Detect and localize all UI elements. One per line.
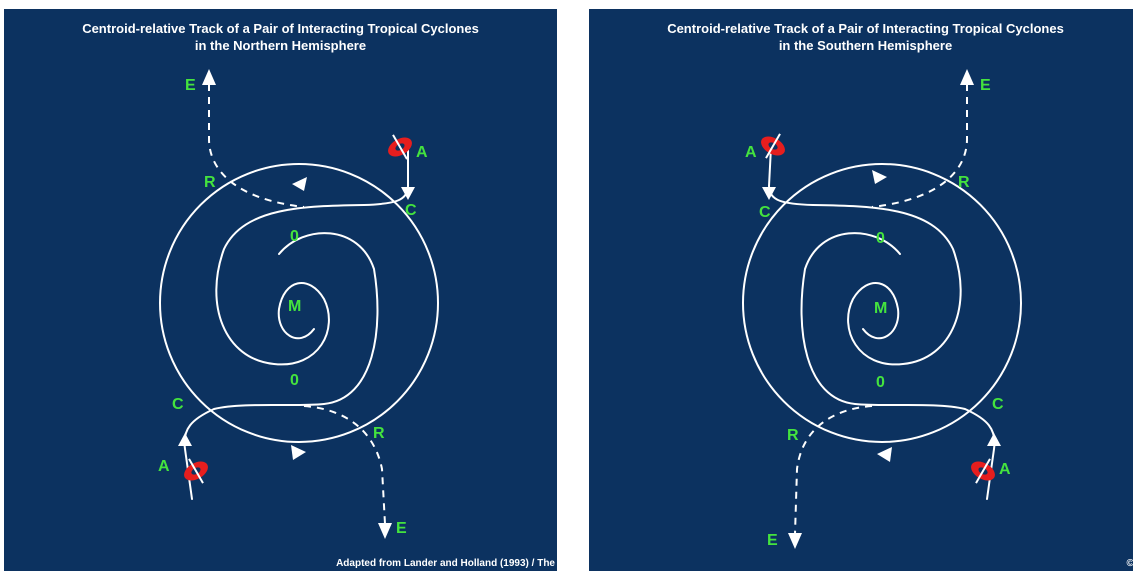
label-e-bottom: E xyxy=(767,532,778,549)
track-lower-cyclone xyxy=(800,232,996,500)
escape-track-bottom xyxy=(794,405,873,535)
label-a-bottom: A xyxy=(999,461,1011,478)
label-e-top: E xyxy=(185,77,196,94)
arrowhead-icon xyxy=(762,187,776,200)
arrowhead-icon xyxy=(401,187,415,200)
label-a-bottom: A xyxy=(158,458,170,475)
source-credit: ©T xyxy=(1126,558,1133,569)
label-zero-top: 0 xyxy=(290,228,299,245)
label-r-top: R xyxy=(958,174,970,191)
outer-orbit xyxy=(159,163,439,443)
cyclone-symbol-icon xyxy=(971,458,995,484)
label-e-top: E xyxy=(980,77,991,94)
track-diagram: E A R C 0 M 0 C R A E xyxy=(742,69,1022,549)
label-a-top: A xyxy=(416,144,428,161)
label-zero-bottom: 0 xyxy=(290,372,299,389)
cyclone-symbol-icon xyxy=(761,133,785,159)
panel-northern-hemisphere: Centroid-relative Track of a Pair of Int… xyxy=(4,9,557,571)
label-c-top: C xyxy=(759,204,771,221)
arrowhead-icon xyxy=(378,523,392,539)
title-line-2: in the Northern Hemisphere xyxy=(194,38,367,53)
arrowhead-icon xyxy=(877,447,892,462)
track-diagram: E A R C 0 M 0 C R A E xyxy=(158,69,439,539)
label-e-bottom: E xyxy=(396,520,407,537)
arrowhead-icon xyxy=(178,433,192,446)
arrowhead-icon xyxy=(872,170,887,184)
label-r-top: R xyxy=(204,174,216,191)
title-line-2: in the Southern Hemisphere xyxy=(778,38,953,53)
label-r-bottom: R xyxy=(787,427,799,444)
label-r-bottom: R xyxy=(373,425,385,442)
cyclone-symbol-icon xyxy=(184,458,208,484)
label-m: M xyxy=(874,300,887,317)
panel-title: Centroid-relative Track of a Pair of Int… xyxy=(589,20,1133,54)
label-a-top: A xyxy=(745,144,757,161)
label-m: M xyxy=(288,298,301,315)
arrowhead-icon xyxy=(291,445,306,460)
label-c-bottom: C xyxy=(992,396,1004,413)
label-zero-bottom: 0 xyxy=(876,374,885,391)
title-line-1: Centroid-relative Track of a Pair of Int… xyxy=(667,21,1064,36)
track-upper-cyclone xyxy=(215,146,409,366)
track-upper-cyclone xyxy=(767,146,962,366)
label-zero-top: 0 xyxy=(876,230,885,247)
arrowhead-icon xyxy=(292,177,307,191)
escape-track-top xyxy=(871,84,968,208)
label-c-top: C xyxy=(405,202,417,219)
source-credit: Adapted from Lander and Holland (1993) /… xyxy=(336,558,555,569)
escape-track-bottom xyxy=(303,405,386,525)
panel-southern-hemisphere: Centroid-relative Track of a Pair of Int… xyxy=(589,9,1133,571)
arrowhead-icon xyxy=(960,69,974,85)
label-c-bottom: C xyxy=(172,396,184,413)
title-line-1: Centroid-relative Track of a Pair of Int… xyxy=(82,21,479,36)
track-lower-cyclone xyxy=(183,232,379,500)
arrowhead-icon xyxy=(202,69,216,85)
arrowhead-icon xyxy=(987,433,1001,446)
cyclone-symbol-icon xyxy=(388,134,412,160)
escape-track-top xyxy=(208,84,305,208)
outer-orbit xyxy=(742,163,1022,443)
panel-title: Centroid-relative Track of a Pair of Int… xyxy=(4,20,557,54)
arrowhead-icon xyxy=(788,533,802,549)
